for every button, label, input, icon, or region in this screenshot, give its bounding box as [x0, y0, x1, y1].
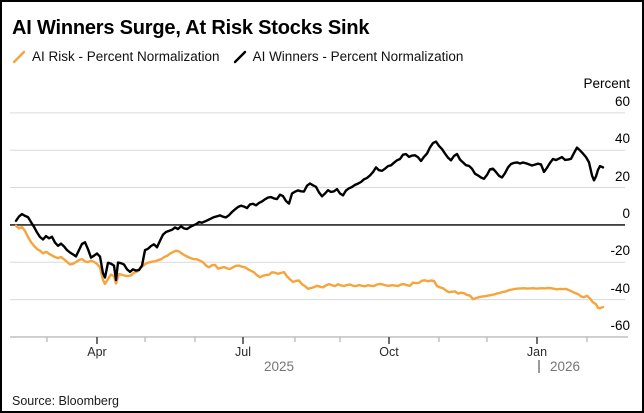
x-tick-label: Jan — [526, 345, 548, 359]
ai-winners-line — [14, 140, 605, 282]
legend-item-ai-winners: AI Winners - Percent Normalization — [233, 49, 464, 64]
x-tick-label: Oct — [379, 345, 399, 359]
y-tick-label: 0 — [622, 206, 630, 221]
y-tick-label: 60 — [614, 94, 630, 109]
legend-item-ai-risk: AI Risk - Percent Normalization — [12, 49, 220, 64]
legend-label-ai-winners: AI Winners - Percent Normalization — [252, 49, 464, 64]
year-divider — [538, 360, 540, 373]
y-tick-label: -20 — [610, 243, 630, 258]
chart-title: AI Winners Surge, At Risk Stocks Sink — [12, 17, 370, 39]
legend-label-ai-risk: AI Risk - Percent Normalization — [32, 49, 220, 64]
y-tick-label: 20 — [614, 169, 630, 184]
y-tick-label: -60 — [610, 318, 630, 333]
y-axis-unit-label: Percent — [583, 76, 630, 91]
ai-risk-line — [14, 224, 605, 310]
source-note: Source: Bloomberg — [12, 394, 120, 408]
x-tick-label: Apr — [87, 345, 107, 359]
year-label: 2026 — [550, 359, 581, 374]
y-tick-label: 40 — [614, 131, 630, 146]
x-tick-label: Jul — [235, 345, 251, 359]
slash-icon — [12, 50, 26, 64]
y-tick-label: -40 — [610, 281, 630, 296]
legend: AI Risk - Percent Normalization AI Winne… — [12, 49, 463, 64]
slash-icon — [233, 50, 247, 64]
year-label: 2025 — [263, 359, 295, 374]
